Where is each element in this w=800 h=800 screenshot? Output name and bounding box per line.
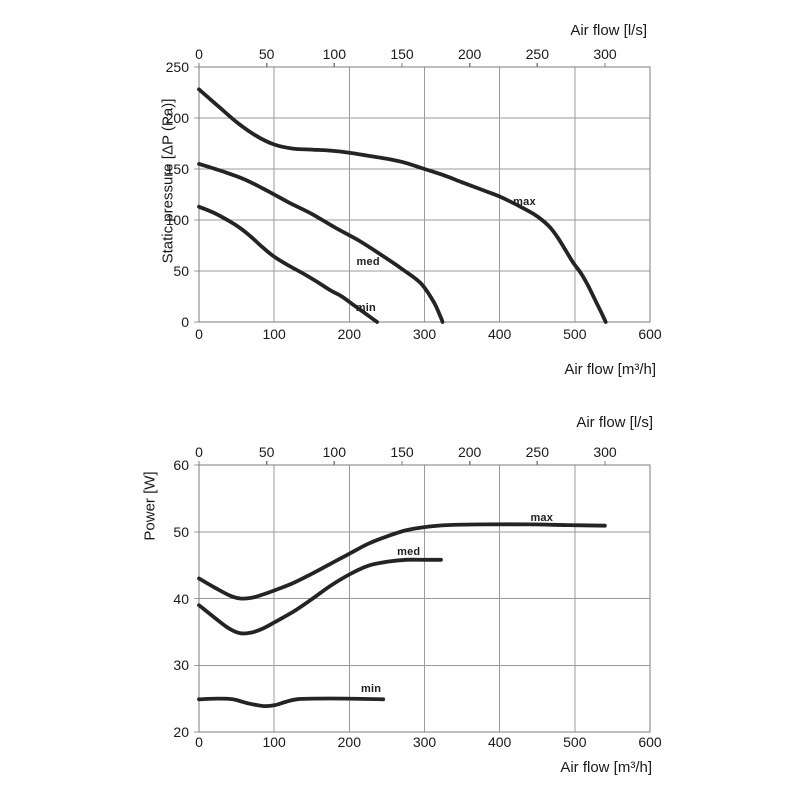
x-top-tick-label: 150 — [390, 444, 414, 460]
y-tick-label: 50 — [173, 523, 189, 540]
x-bottom-tick-label: 0 — [195, 326, 203, 342]
x-top-tick-label: 250 — [525, 46, 550, 62]
x-top-tick-label: 300 — [593, 46, 617, 62]
x-bottom-tick-label: 400 — [487, 326, 512, 342]
series-label-max: max — [530, 512, 554, 525]
x-bottom-tick-label: 600 — [638, 734, 662, 750]
x-bottom-tick-label: 500 — [563, 326, 587, 342]
y-tick-label: 200 — [165, 110, 189, 126]
x-top-tick-label: 150 — [390, 46, 414, 62]
y-tick-label: 100 — [165, 212, 189, 228]
x-bottom-tick-label: 500 — [563, 734, 587, 750]
x-top-tick-label: 50 — [258, 444, 275, 460]
x-bottom-tick-label: 200 — [337, 326, 362, 342]
series-label-min: min — [355, 301, 376, 314]
y-tick-label: 150 — [165, 161, 189, 177]
series-label-max: max — [513, 195, 536, 208]
pressure-top-axis-title: Air flow [l/s] — [570, 22, 647, 39]
x-top-tick-label: 100 — [322, 46, 347, 62]
y-tick-label: 250 — [165, 59, 189, 75]
plot-frame — [198, 66, 651, 323]
x-bottom-tick-label: 100 — [262, 326, 286, 342]
power-top-axis-title: Air flow [l/s] — [576, 414, 653, 431]
plot-frame — [198, 464, 651, 733]
series-label-med: med — [397, 546, 421, 559]
x-bottom-tick-label: 600 — [638, 326, 662, 342]
y-tick-label: 0 — [181, 314, 189, 330]
x-top-tick-label: 250 — [525, 444, 550, 460]
x-bottom-tick-label: 300 — [412, 734, 437, 750]
curve-max — [197, 522, 607, 601]
y-tick-label: 50 — [173, 263, 189, 279]
x-top-tick-label: 50 — [258, 46, 275, 62]
curve-max — [197, 87, 608, 324]
x-bottom-tick-label: 100 — [262, 734, 286, 750]
x-bottom-tick-label: 400 — [487, 734, 512, 750]
power-y-axis-title: Power [W] — [141, 471, 159, 541]
series-label-med: med — [356, 255, 380, 268]
x-top-tick-label: 0 — [195, 46, 203, 62]
x-top-tick-label: 100 — [322, 444, 347, 460]
x-top-tick-label: 200 — [457, 46, 482, 62]
x-top-tick-label: 0 — [195, 444, 203, 460]
y-tick-label: 30 — [173, 657, 189, 674]
power-bottom-axis-title: Air flow [m³/h] — [560, 759, 652, 776]
curve-med — [197, 162, 445, 324]
x-top-tick-label: 200 — [457, 444, 482, 460]
y-tick-label: 20 — [173, 724, 189, 740]
pressure-bottom-axis-title: Air flow [m³/h] — [564, 361, 656, 378]
x-bottom-tick-label: 200 — [337, 734, 362, 750]
x-bottom-tick-label: 0 — [195, 734, 203, 750]
y-tick-label: 60 — [173, 457, 189, 473]
curve-med — [197, 557, 443, 636]
y-tick-label: 40 — [173, 590, 189, 607]
x-top-tick-label: 300 — [593, 444, 617, 460]
curve-min — [197, 696, 386, 709]
x-bottom-tick-label: 300 — [412, 326, 437, 342]
curve-min — [197, 204, 379, 324]
series-label-min: min — [361, 683, 382, 696]
